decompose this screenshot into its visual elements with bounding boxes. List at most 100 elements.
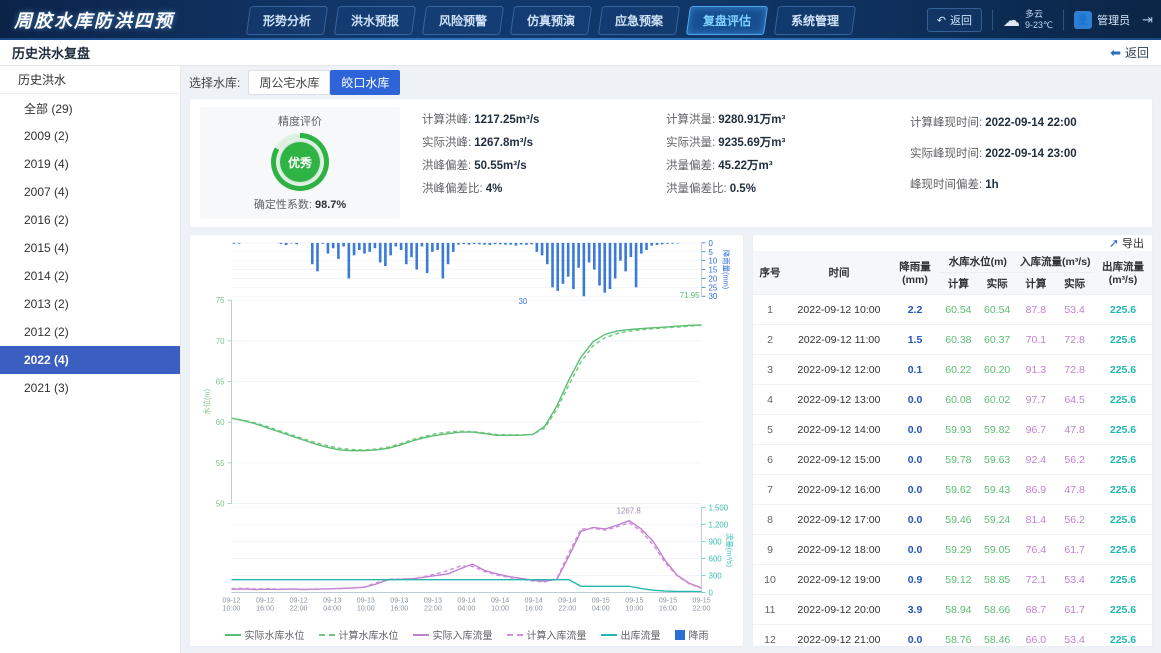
sidebar-item-8[interactable]: 2012 (2) [24,325,69,339]
sidebar-item-7[interactable]: 2013 (2) [24,297,69,311]
sidebar-item-4[interactable]: 2016 (2) [24,213,69,227]
table-cell: 59.46 [939,504,978,535]
legend-item[interactable]: 计算水库水位 [318,627,399,642]
table-row[interactable]: 11 2022-09-12 20:00 3.9 58.94 58.66 68.7 61.7 2… [753,594,1152,625]
legend-item[interactable]: 出库流量 [600,627,661,642]
nav-item-5[interactable]: 复盘评估 [686,5,769,35]
th-time: 时间 [787,251,891,295]
th-index: 序号 [753,251,787,295]
table-cell: 225.6 [1094,474,1152,505]
page-titlebar: 历史洪水复盘 ⬅ 返回 [0,40,1161,66]
sidebar-item-2[interactable]: 2019 (4) [24,157,69,171]
table-cell: 59.82 [977,414,1017,445]
metric-row-col3-2: 峰现时间偏差: 1h [910,176,1142,192]
svg-text:15: 15 [708,266,717,275]
table-cell: 0.9 [891,564,939,595]
nav-item-3[interactable]: 仿真预演 [510,5,593,35]
table-body: 1 2022-09-12 10:00 2.2 60.54 60.54 87.8 53.4 22… [753,294,1152,646]
svg-text:22:00: 22:00 [558,604,576,612]
table-row[interactable]: 12 2022-09-12 21:00 0.0 58.76 58.46 66.0 53.4 2… [753,624,1152,646]
table-cell: 53.4 [1055,564,1094,595]
sidebar-item-5[interactable]: 2015 (4) [24,241,69,255]
table-cell: 59.12 [939,564,978,595]
metric-label: 洪量偏差比: [666,182,727,195]
svg-text:22:00: 22:00 [693,604,711,612]
sidebar-item-9[interactable]: 2022 (4) [0,346,180,374]
legend-item[interactable]: 实际入库流量 [412,627,493,642]
reservoir-tab-1[interactable]: 皎口水库 [330,69,401,95]
table-row[interactable]: 7 2022-09-12 16:00 0.0 59.62 59.43 86.9 47.8 22… [753,474,1152,505]
table-cell: 225.6 [1094,564,1152,595]
table-cell: 59.93 [939,414,978,445]
hydrograph-chart-card[interactable]: 0 5 10 15 20 25 30 降雨量(mm) 30 50 55 60 65 70 75 水位(m) 71… [189,234,744,647]
reservoir-tab-0[interactable]: 周公宅水库 [248,69,331,95]
legend-item[interactable]: 计算入库流量 [506,627,587,642]
metric-row-col3-0: 计算峰现时间: 2022-09-14 22:00 [910,114,1142,130]
table-cell: 10 [753,564,787,595]
hydrograph-chart[interactable]: 051015202530降雨量(mm)30505560657075水位(m)71… [190,235,743,630]
legend-label: 计算水库水位 [338,631,399,642]
table-row[interactable]: 6 2022-09-12 15:00 0.0 59.78 59.63 92.4 56.2 22… [753,444,1152,475]
svg-text:09-15: 09-15 [659,596,677,604]
table-cell: 58.46 [977,624,1017,646]
svg-text:04:00: 04:00 [458,604,476,612]
logout-icon[interactable]: ⇥ [1142,12,1153,27]
table-row[interactable]: 5 2022-09-12 14:00 0.0 59.93 59.82 96.7 47.8 22… [753,414,1152,445]
legend-line [600,633,617,636]
legend-item[interactable]: 实际水库水位 [224,627,305,642]
metric-value: 1217.25m³/s [474,113,540,126]
accuracy-coefficient: 确定性系数: 98.7% [254,196,346,212]
table-cell: 225.6 [1094,444,1152,475]
user-menu[interactable]: 👤 管理员 [1074,11,1130,29]
svg-text:20: 20 [708,274,717,283]
table-cell: 3.9 [891,594,939,625]
nav-item-0[interactable]: 形势分析 [245,5,329,35]
svg-text:水位(m): 水位(m) [203,389,212,415]
export-button[interactable]: ➚ 导出 [1109,235,1144,251]
table-cell: 2022-09-12 16:00 [787,474,891,505]
table-cell: 60.54 [977,294,1017,325]
table-row[interactable]: 1 2022-09-12 10:00 2.2 60.54 60.54 87.8 53.4 22… [753,294,1152,325]
sidebar-item-10[interactable]: 2021 (3) [24,381,69,395]
svg-text:16:00: 16:00 [525,604,543,612]
sidebar-item-6[interactable]: 2014 (2) [24,269,69,283]
th-level-actual: 实际 [977,272,1017,295]
table-row[interactable]: 8 2022-09-12 17:00 0.0 59.46 59.24 81.4 56.2 22… [753,504,1152,535]
metric-value: 4% [485,182,503,195]
nav-item-2[interactable]: 风险预警 [421,5,505,35]
table-row[interactable]: 2 2022-09-12 11:00 1.5 60.38 60.37 70.1 72.8 22… [753,324,1152,355]
page-back-button[interactable]: ⬅ 返回 [1110,44,1149,61]
table-cell: 56.2 [1055,444,1094,475]
table-row[interactable]: 9 2022-09-12 18:00 0.0 59.29 59.05 76.4 61.7 22… [753,534,1152,565]
legend-label: 降雨 [688,631,709,642]
table-row[interactable]: 10 2022-09-12 19:00 0.9 59.12 58.85 72.1 53.4 2… [753,564,1152,595]
svg-text:09-12: 09-12 [222,596,240,604]
arrow-left-icon: ⬅ [1110,44,1121,60]
nav-item-label: 系统管理 [791,13,840,28]
legend-item[interactable]: 降雨 [674,627,709,642]
table-cell: 0.0 [891,534,939,565]
table-cell: 2 [753,324,787,355]
metric-value: 9280.91万m³ [718,113,786,126]
sidebar: 历史洪水 全部 (29) 2009 (2) 2019 (4) 2007 (4) 2016… [0,66,181,653]
svg-text:30: 30 [708,292,717,301]
weather-text: 多云 9-23℃ [1025,9,1053,32]
nav-item-6[interactable]: 系统管理 [774,5,857,35]
table-row[interactable]: 4 2022-09-12 13:00 0.0 60.08 60.02 97.7 64.5 22… [753,384,1152,415]
table-header-row-2: 计算 实际 计算 实际 [753,272,1152,295]
table-cell: 60.08 [939,384,978,415]
export-icon: ➚ [1108,236,1119,250]
sidebar-item-0[interactable]: 全部 (29) [24,101,73,116]
header-back-button[interactable]: ↶ 返回 [926,8,982,32]
table-row[interactable]: 3 2022-09-12 12:00 0.1 60.22 60.20 91.3 72.8 22… [753,354,1152,385]
table-cell: 60.37 [977,324,1017,355]
legend-swatch [674,629,685,640]
nav-item-4[interactable]: 应急预案 [598,5,681,35]
table-cell: 8 [753,504,787,535]
table-cell: 225.6 [1094,384,1152,415]
sidebar-item-3[interactable]: 2007 (4) [24,185,69,199]
table-cell: 1 [753,294,787,325]
sidebar-item-1[interactable]: 2009 (2) [24,129,69,143]
reservoir-selector-label: 选择水库: [189,75,241,90]
nav-item-1[interactable]: 洪水预报 [333,5,417,35]
